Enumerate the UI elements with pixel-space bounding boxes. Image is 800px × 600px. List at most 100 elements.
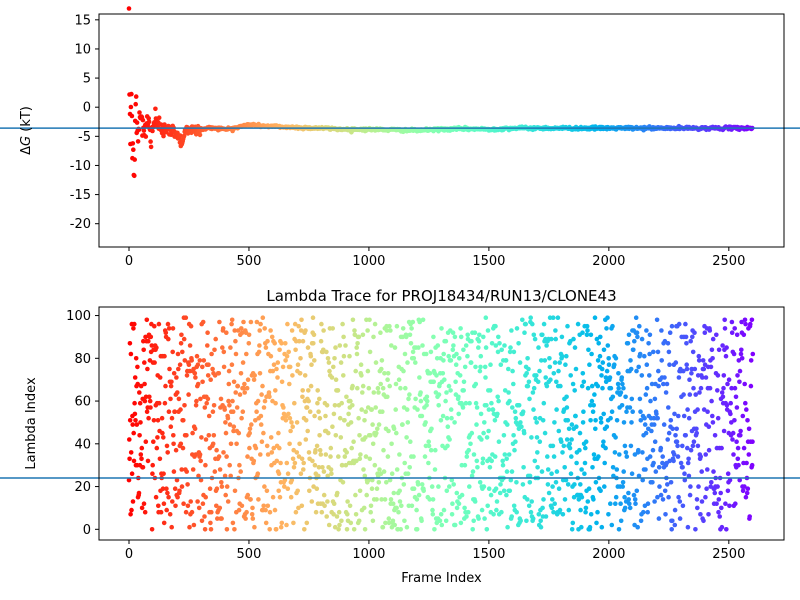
lambda-trace-point <box>184 433 189 438</box>
lambda-trace-point <box>313 447 318 453</box>
lambda-trace-point <box>321 328 326 333</box>
lambda-trace-point <box>436 484 441 489</box>
lambda-trace-point <box>401 482 407 487</box>
lambda-trace-point <box>179 467 184 472</box>
lambda-trace-point <box>508 345 513 350</box>
lambda-trace-y-tick-label: 40 <box>74 437 91 452</box>
lambda-trace-point <box>626 497 631 502</box>
lambda-trace-point <box>174 375 179 380</box>
lambda-trace-point <box>604 326 609 331</box>
lambda-trace-point <box>268 435 274 440</box>
lambda-trace-point <box>363 454 369 459</box>
lambda-trace-point <box>654 317 660 323</box>
lambda-trace-point <box>481 484 487 489</box>
lambda-trace-point <box>647 351 652 357</box>
lambda-trace-point <box>691 439 697 445</box>
lambda-trace-point <box>337 522 342 528</box>
lambda-trace-point <box>317 433 322 438</box>
lambda-trace-point <box>488 362 493 368</box>
lambda-trace-point <box>251 458 257 464</box>
lambda-trace-y-tick-label: 60 <box>74 395 91 410</box>
lambda-trace-point <box>374 497 379 502</box>
lambda-trace-point <box>743 494 749 500</box>
lambda-trace-point <box>722 317 727 323</box>
lambda-trace-point <box>239 326 244 331</box>
lambda-trace-point <box>405 360 410 365</box>
lambda-trace-point <box>479 507 485 513</box>
delta-g-point <box>150 128 155 134</box>
lambda-trace-point <box>589 383 595 389</box>
lambda-trace-point <box>154 445 160 451</box>
lambda-trace-point <box>480 456 486 462</box>
lambda-trace-point <box>719 505 724 511</box>
lambda-trace-point <box>347 503 353 509</box>
lambda-trace-points <box>126 315 756 532</box>
lambda-trace-point <box>705 467 710 472</box>
lambda-trace-point <box>545 482 551 487</box>
lambda-trace-point <box>474 405 480 410</box>
lambda-trace-point <box>527 480 533 485</box>
lambda-trace-point <box>178 441 184 447</box>
lambda-trace-point <box>599 366 605 372</box>
lambda-trace-point <box>683 433 688 438</box>
lambda-trace-point <box>600 385 605 391</box>
lambda-trace-point <box>694 430 699 436</box>
lambda-trace-point <box>183 509 189 515</box>
lambda-trace-point <box>220 345 225 350</box>
lambda-trace-point <box>497 341 502 346</box>
lambda-trace-point <box>248 319 254 325</box>
lambda-trace-point <box>662 375 667 380</box>
lambda-trace-point <box>255 471 261 477</box>
lambda-trace-point <box>470 469 476 474</box>
lambda-trace-point <box>480 460 486 466</box>
lambda-trace-point <box>268 328 273 333</box>
lambda-trace-point <box>558 383 563 389</box>
lambda-trace-point <box>726 377 732 383</box>
lambda-trace-point <box>463 343 469 348</box>
lambda-trace-point <box>621 420 627 425</box>
lambda-trace-point <box>536 512 542 517</box>
lambda-trace-point <box>133 418 138 423</box>
lambda-trace-point <box>609 409 615 415</box>
lambda-trace-point <box>567 441 572 447</box>
lambda-trace-point <box>291 465 297 470</box>
lambda-trace-point <box>467 484 472 489</box>
lambda-trace-point <box>379 358 385 363</box>
lambda-trace-point <box>242 390 247 395</box>
lambda-trace-point <box>201 358 207 363</box>
lambda-trace-point <box>695 505 700 511</box>
delta-g-point <box>148 144 154 150</box>
lambda-trace-point <box>326 360 332 365</box>
lambda-trace-point <box>195 362 201 368</box>
lambda-trace-point <box>629 396 635 402</box>
lambda-trace-point <box>703 494 708 500</box>
lambda-trace-point <box>205 343 210 348</box>
lambda-trace-point <box>247 426 253 432</box>
lambda-trace-point <box>338 360 344 365</box>
lambda-trace-point <box>292 460 298 466</box>
lambda-trace-x-axis-label: Frame Index <box>401 571 482 586</box>
lambda-trace-point <box>710 356 715 361</box>
lambda-trace-point <box>531 385 537 391</box>
lambda-trace-point <box>400 326 406 331</box>
lambda-trace-point <box>693 527 698 532</box>
lambda-trace-point <box>661 422 667 427</box>
lambda-trace-point <box>288 428 293 434</box>
lambda-trace-point <box>344 527 350 532</box>
lambda-trace-point <box>231 379 237 385</box>
lambda-trace-title: Lambda Trace for PROJ18434/RUN13/CLONE43 <box>266 287 616 305</box>
lambda-trace-point <box>745 486 751 492</box>
delta-g-point <box>133 101 138 107</box>
lambda-trace-point <box>444 415 450 421</box>
lambda-trace-point <box>567 445 573 451</box>
delta-g-point <box>141 128 147 133</box>
lambda-trace-point <box>166 336 171 342</box>
lambda-trace-point <box>378 330 383 336</box>
lambda-trace-point <box>572 482 577 487</box>
lambda-trace-point <box>222 407 227 412</box>
lambda-trace-point <box>700 375 705 380</box>
lambda-trace-point <box>244 351 249 357</box>
lambda-trace-point <box>320 465 325 470</box>
lambda-trace-point <box>591 403 596 408</box>
lambda-trace-point <box>529 435 534 440</box>
